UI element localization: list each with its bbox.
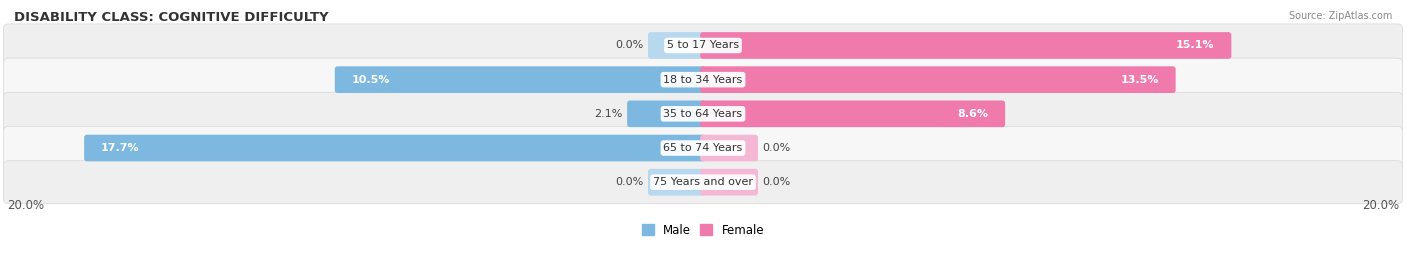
- Text: 15.1%: 15.1%: [1177, 40, 1215, 51]
- FancyBboxPatch shape: [700, 32, 1232, 59]
- FancyBboxPatch shape: [700, 66, 1175, 93]
- Text: 0.0%: 0.0%: [616, 40, 644, 51]
- Text: 20.0%: 20.0%: [7, 199, 44, 212]
- Text: 0.0%: 0.0%: [762, 143, 790, 153]
- Text: 13.5%: 13.5%: [1121, 75, 1159, 85]
- Legend: Male, Female: Male, Female: [637, 219, 769, 241]
- FancyBboxPatch shape: [648, 32, 706, 59]
- FancyBboxPatch shape: [3, 126, 1403, 169]
- Text: 75 Years and over: 75 Years and over: [652, 177, 754, 187]
- Text: 8.6%: 8.6%: [957, 109, 988, 119]
- Text: 35 to 64 Years: 35 to 64 Years: [664, 109, 742, 119]
- Text: 0.0%: 0.0%: [616, 177, 644, 187]
- Text: 10.5%: 10.5%: [352, 75, 389, 85]
- Text: 20.0%: 20.0%: [1362, 199, 1399, 212]
- Text: 18 to 34 Years: 18 to 34 Years: [664, 75, 742, 85]
- FancyBboxPatch shape: [700, 135, 758, 161]
- FancyBboxPatch shape: [648, 169, 706, 196]
- FancyBboxPatch shape: [3, 24, 1403, 67]
- FancyBboxPatch shape: [3, 161, 1403, 204]
- FancyBboxPatch shape: [84, 135, 706, 161]
- FancyBboxPatch shape: [335, 66, 706, 93]
- FancyBboxPatch shape: [627, 101, 706, 127]
- Text: Source: ZipAtlas.com: Source: ZipAtlas.com: [1288, 11, 1392, 21]
- Text: 17.7%: 17.7%: [101, 143, 139, 153]
- Text: 65 to 74 Years: 65 to 74 Years: [664, 143, 742, 153]
- FancyBboxPatch shape: [3, 58, 1403, 101]
- Text: 2.1%: 2.1%: [595, 109, 623, 119]
- FancyBboxPatch shape: [3, 92, 1403, 135]
- Text: 0.0%: 0.0%: [762, 177, 790, 187]
- FancyBboxPatch shape: [700, 101, 1005, 127]
- Text: DISABILITY CLASS: COGNITIVE DIFFICULTY: DISABILITY CLASS: COGNITIVE DIFFICULTY: [14, 11, 329, 24]
- Text: 5 to 17 Years: 5 to 17 Years: [666, 40, 740, 51]
- FancyBboxPatch shape: [700, 169, 758, 196]
